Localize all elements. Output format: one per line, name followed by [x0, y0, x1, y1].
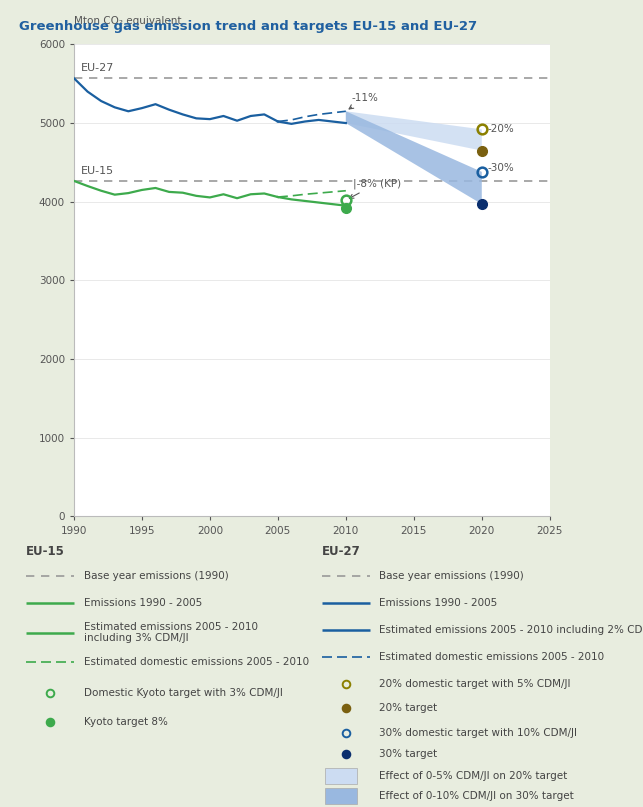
Text: Estimated emissions 2005 - 2010
including 3% CDM/JI: Estimated emissions 2005 - 2010 includin… [84, 622, 258, 643]
Bar [325, 788, 357, 804]
Text: |-8% (KP): |-8% (KP) [349, 178, 401, 199]
Text: Base year emissions (1990): Base year emissions (1990) [84, 571, 228, 581]
Text: Base year emissions (1990): Base year emissions (1990) [379, 571, 524, 581]
Text: Effect of 0-10% CDM/JI on 30% target: Effect of 0-10% CDM/JI on 30% target [379, 791, 574, 801]
Text: Estimated emissions 2005 - 2010 including 2% CDM/JI: Estimated emissions 2005 - 2010 includin… [379, 625, 643, 635]
Text: Estimated domestic emissions 2005 - 2010: Estimated domestic emissions 2005 - 2010 [379, 652, 604, 662]
Text: Estimated domestic emissions 2005 - 2010: Estimated domestic emissions 2005 - 2010 [84, 658, 309, 667]
Text: Emissions 1990 - 2005: Emissions 1990 - 2005 [84, 598, 202, 608]
Text: 30% target: 30% target [379, 749, 437, 759]
Text: -11%: -11% [349, 93, 378, 109]
Text: Effect of 0-5% CDM/JI on 20% target: Effect of 0-5% CDM/JI on 20% target [379, 771, 568, 781]
Text: -30%: -30% [487, 163, 514, 173]
Text: Mton CO₂ equivalent: Mton CO₂ equivalent [74, 15, 181, 26]
Text: Greenhouse gas emission trend and targets EU-15 and EU-27: Greenhouse gas emission trend and target… [19, 20, 477, 33]
Text: Domestic Kyoto target with 3% CDM/JI: Domestic Kyoto target with 3% CDM/JI [84, 688, 282, 698]
Polygon shape [346, 111, 482, 151]
Text: 30% domestic target with 10% CDM/JI: 30% domestic target with 10% CDM/JI [379, 728, 577, 738]
Text: 20% target: 20% target [379, 704, 437, 713]
Bar [325, 768, 357, 784]
Text: -20%: -20% [487, 124, 514, 134]
Polygon shape [346, 111, 482, 204]
Text: Kyoto target 8%: Kyoto target 8% [84, 717, 167, 727]
Text: EU-15: EU-15 [26, 545, 64, 558]
Text: 20% domestic target with 5% CDM/JI: 20% domestic target with 5% CDM/JI [379, 679, 571, 689]
Text: EU-27: EU-27 [322, 545, 360, 558]
Text: Emissions 1990 - 2005: Emissions 1990 - 2005 [379, 598, 498, 608]
Text: EU-15: EU-15 [81, 166, 114, 176]
Text: EU-27: EU-27 [81, 64, 114, 73]
